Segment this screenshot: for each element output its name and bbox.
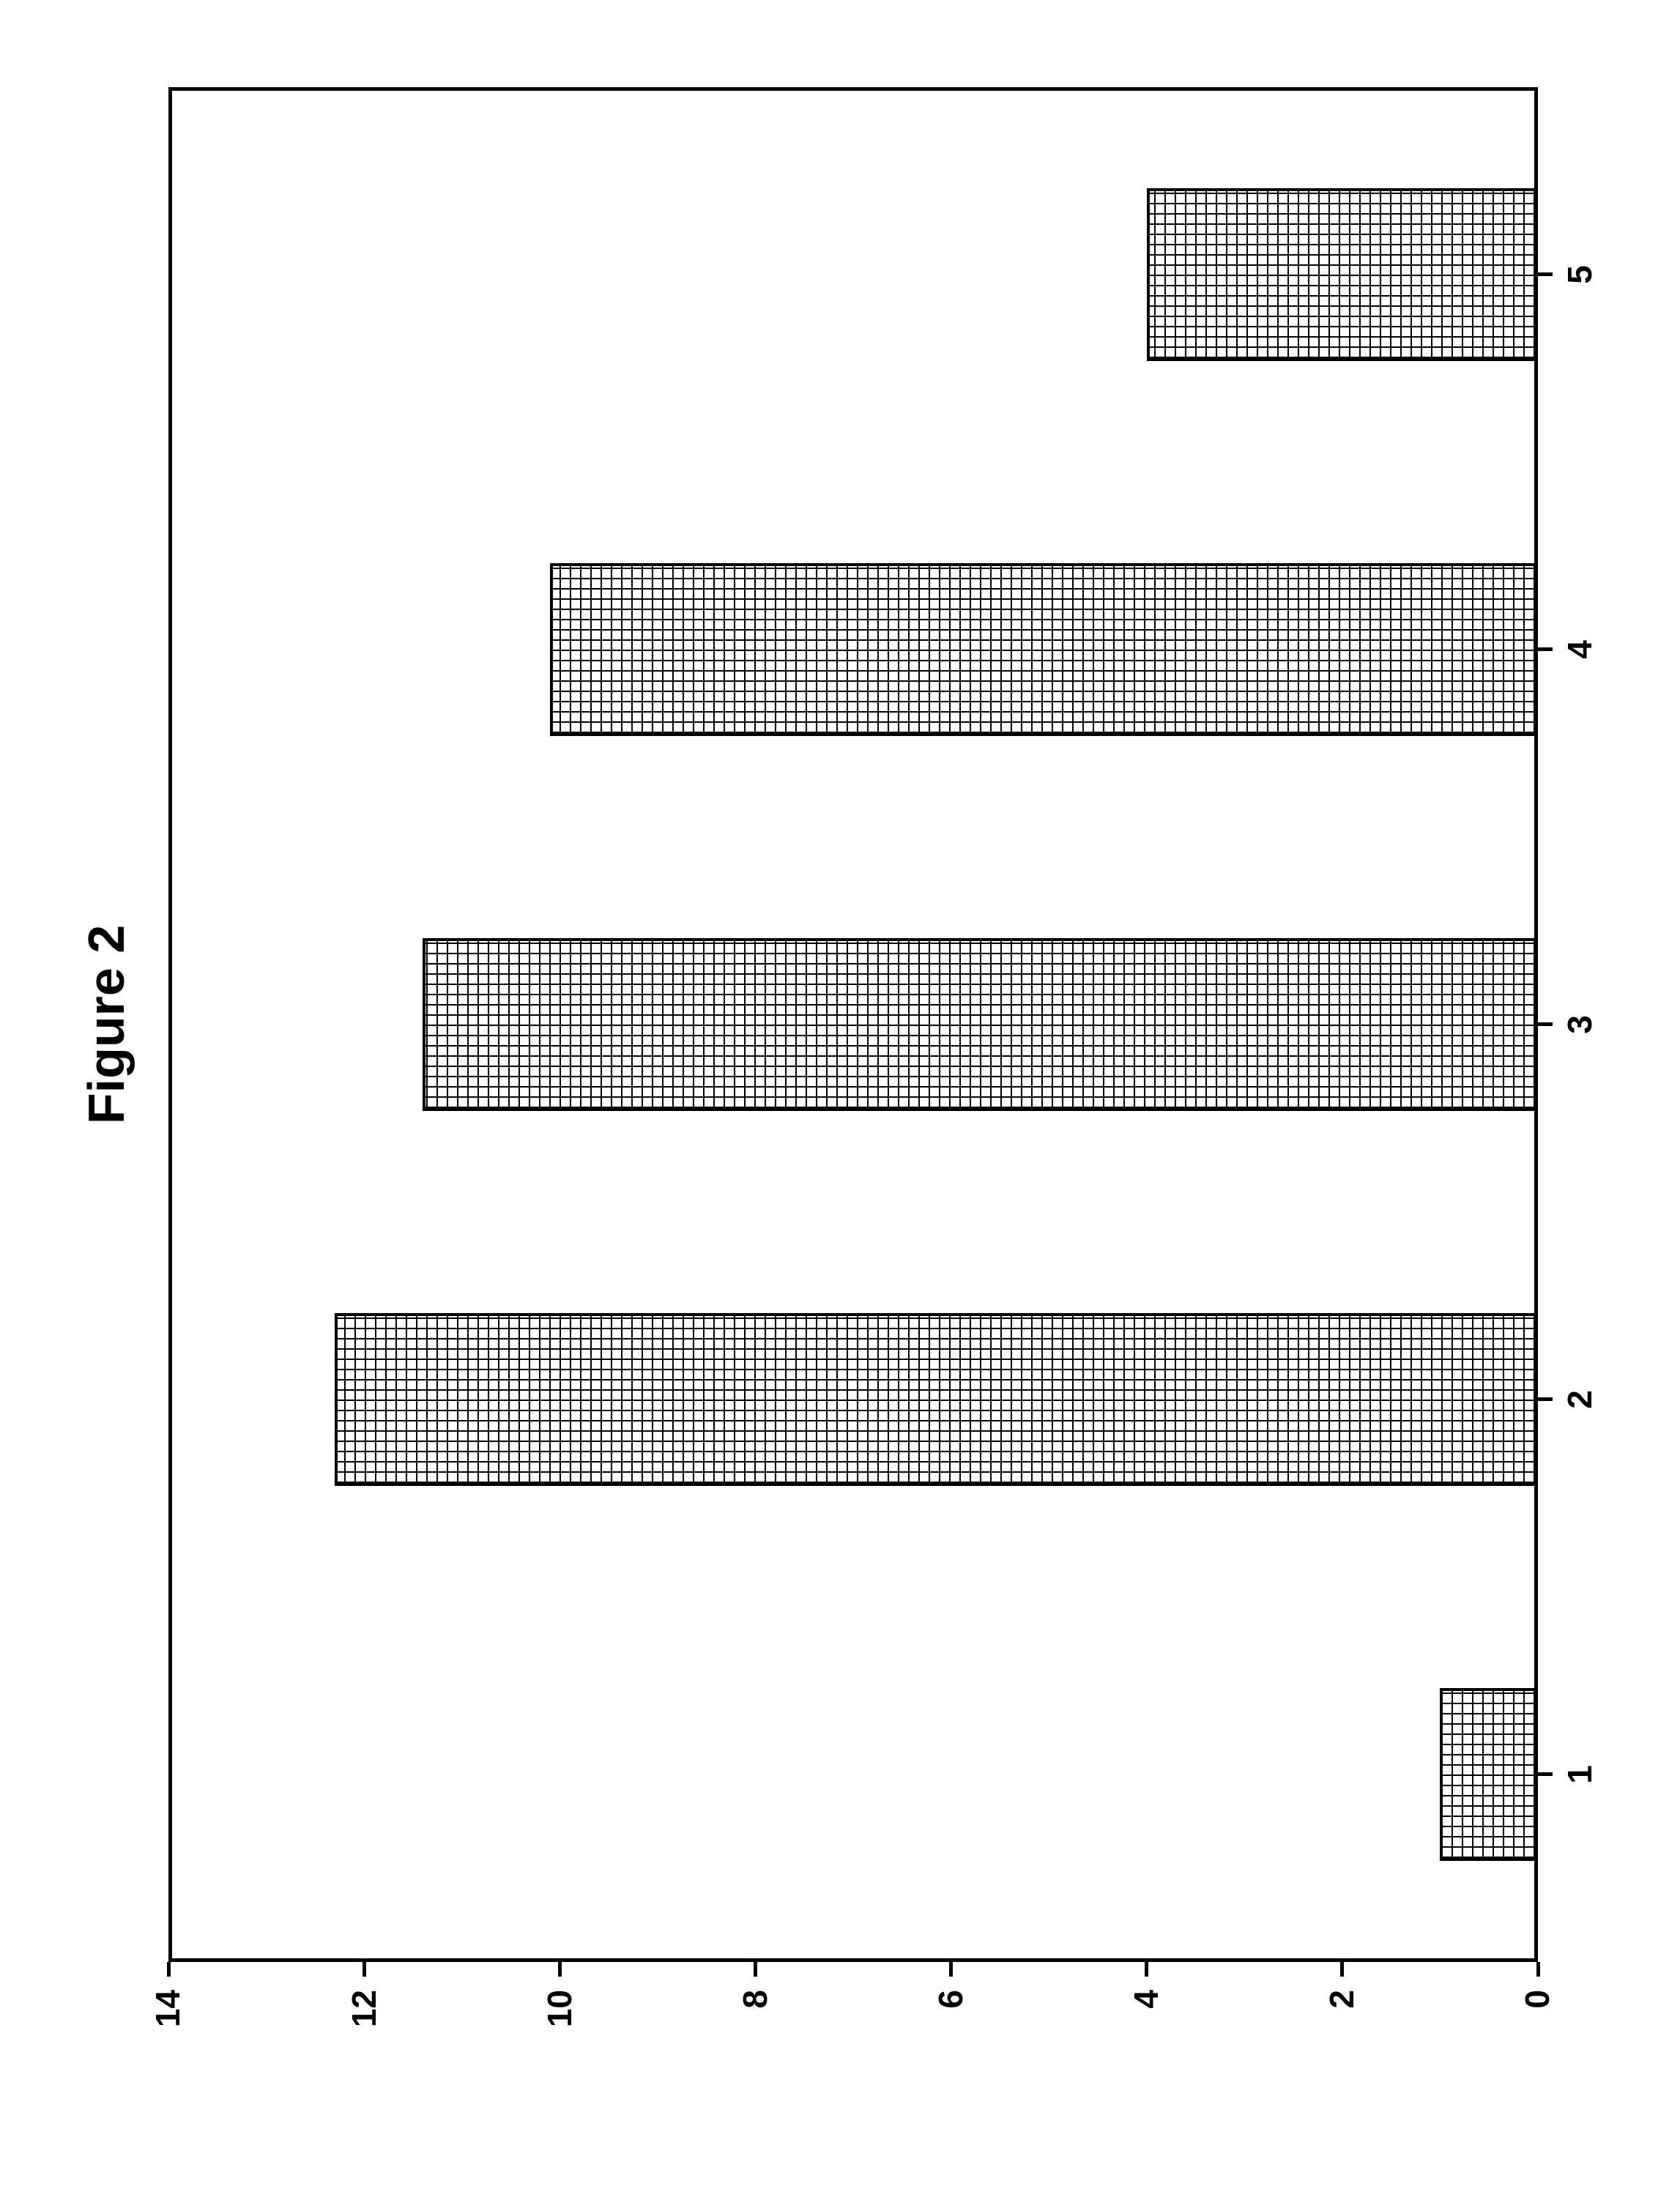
y-tick-label: 8 xyxy=(735,1990,775,2107)
bar xyxy=(1147,188,1538,361)
y-tick-mark xyxy=(754,1962,757,1977)
y-tick-label: 14 xyxy=(148,1990,187,2107)
chart-title: Figure 2 xyxy=(77,732,135,1318)
y-tick-mark xyxy=(167,1962,171,1977)
x-tick-label: 2 xyxy=(1560,1341,1599,1458)
y-tick-label: 12 xyxy=(344,1990,384,2107)
y-tick-label: 2 xyxy=(1322,1990,1361,2107)
x-tick-mark xyxy=(1538,648,1553,652)
y-tick-label: 4 xyxy=(1126,1990,1166,2107)
y-tick-label: 10 xyxy=(540,1990,579,2107)
chart-rotated-container: Figure 2 02468101214 12345 xyxy=(0,0,1680,2189)
page: Figure 2 02468101214 12345 xyxy=(0,0,1680,2189)
y-tick-label: 0 xyxy=(1517,1990,1557,2107)
x-tick-label: 3 xyxy=(1560,966,1599,1083)
y-tick-mark xyxy=(1145,1962,1148,1977)
x-tick-label: 4 xyxy=(1560,591,1599,708)
bar xyxy=(423,938,1538,1111)
x-tick-label: 5 xyxy=(1560,216,1599,333)
y-tick-mark xyxy=(558,1962,562,1977)
x-tick-mark xyxy=(1538,273,1553,277)
y-tick-mark xyxy=(1340,1962,1344,1977)
bar xyxy=(550,563,1538,736)
y-tick-mark xyxy=(1536,1962,1540,1977)
bar xyxy=(335,1313,1538,1486)
x-tick-mark xyxy=(1538,1023,1553,1027)
bar xyxy=(1440,1688,1538,1861)
x-tick-mark xyxy=(1538,1398,1553,1402)
y-tick-label: 6 xyxy=(931,1990,970,2107)
y-tick-mark xyxy=(363,1962,366,1977)
x-tick-label: 1 xyxy=(1560,1716,1599,1833)
x-tick-mark xyxy=(1538,1773,1553,1777)
y-tick-mark xyxy=(949,1962,953,1977)
